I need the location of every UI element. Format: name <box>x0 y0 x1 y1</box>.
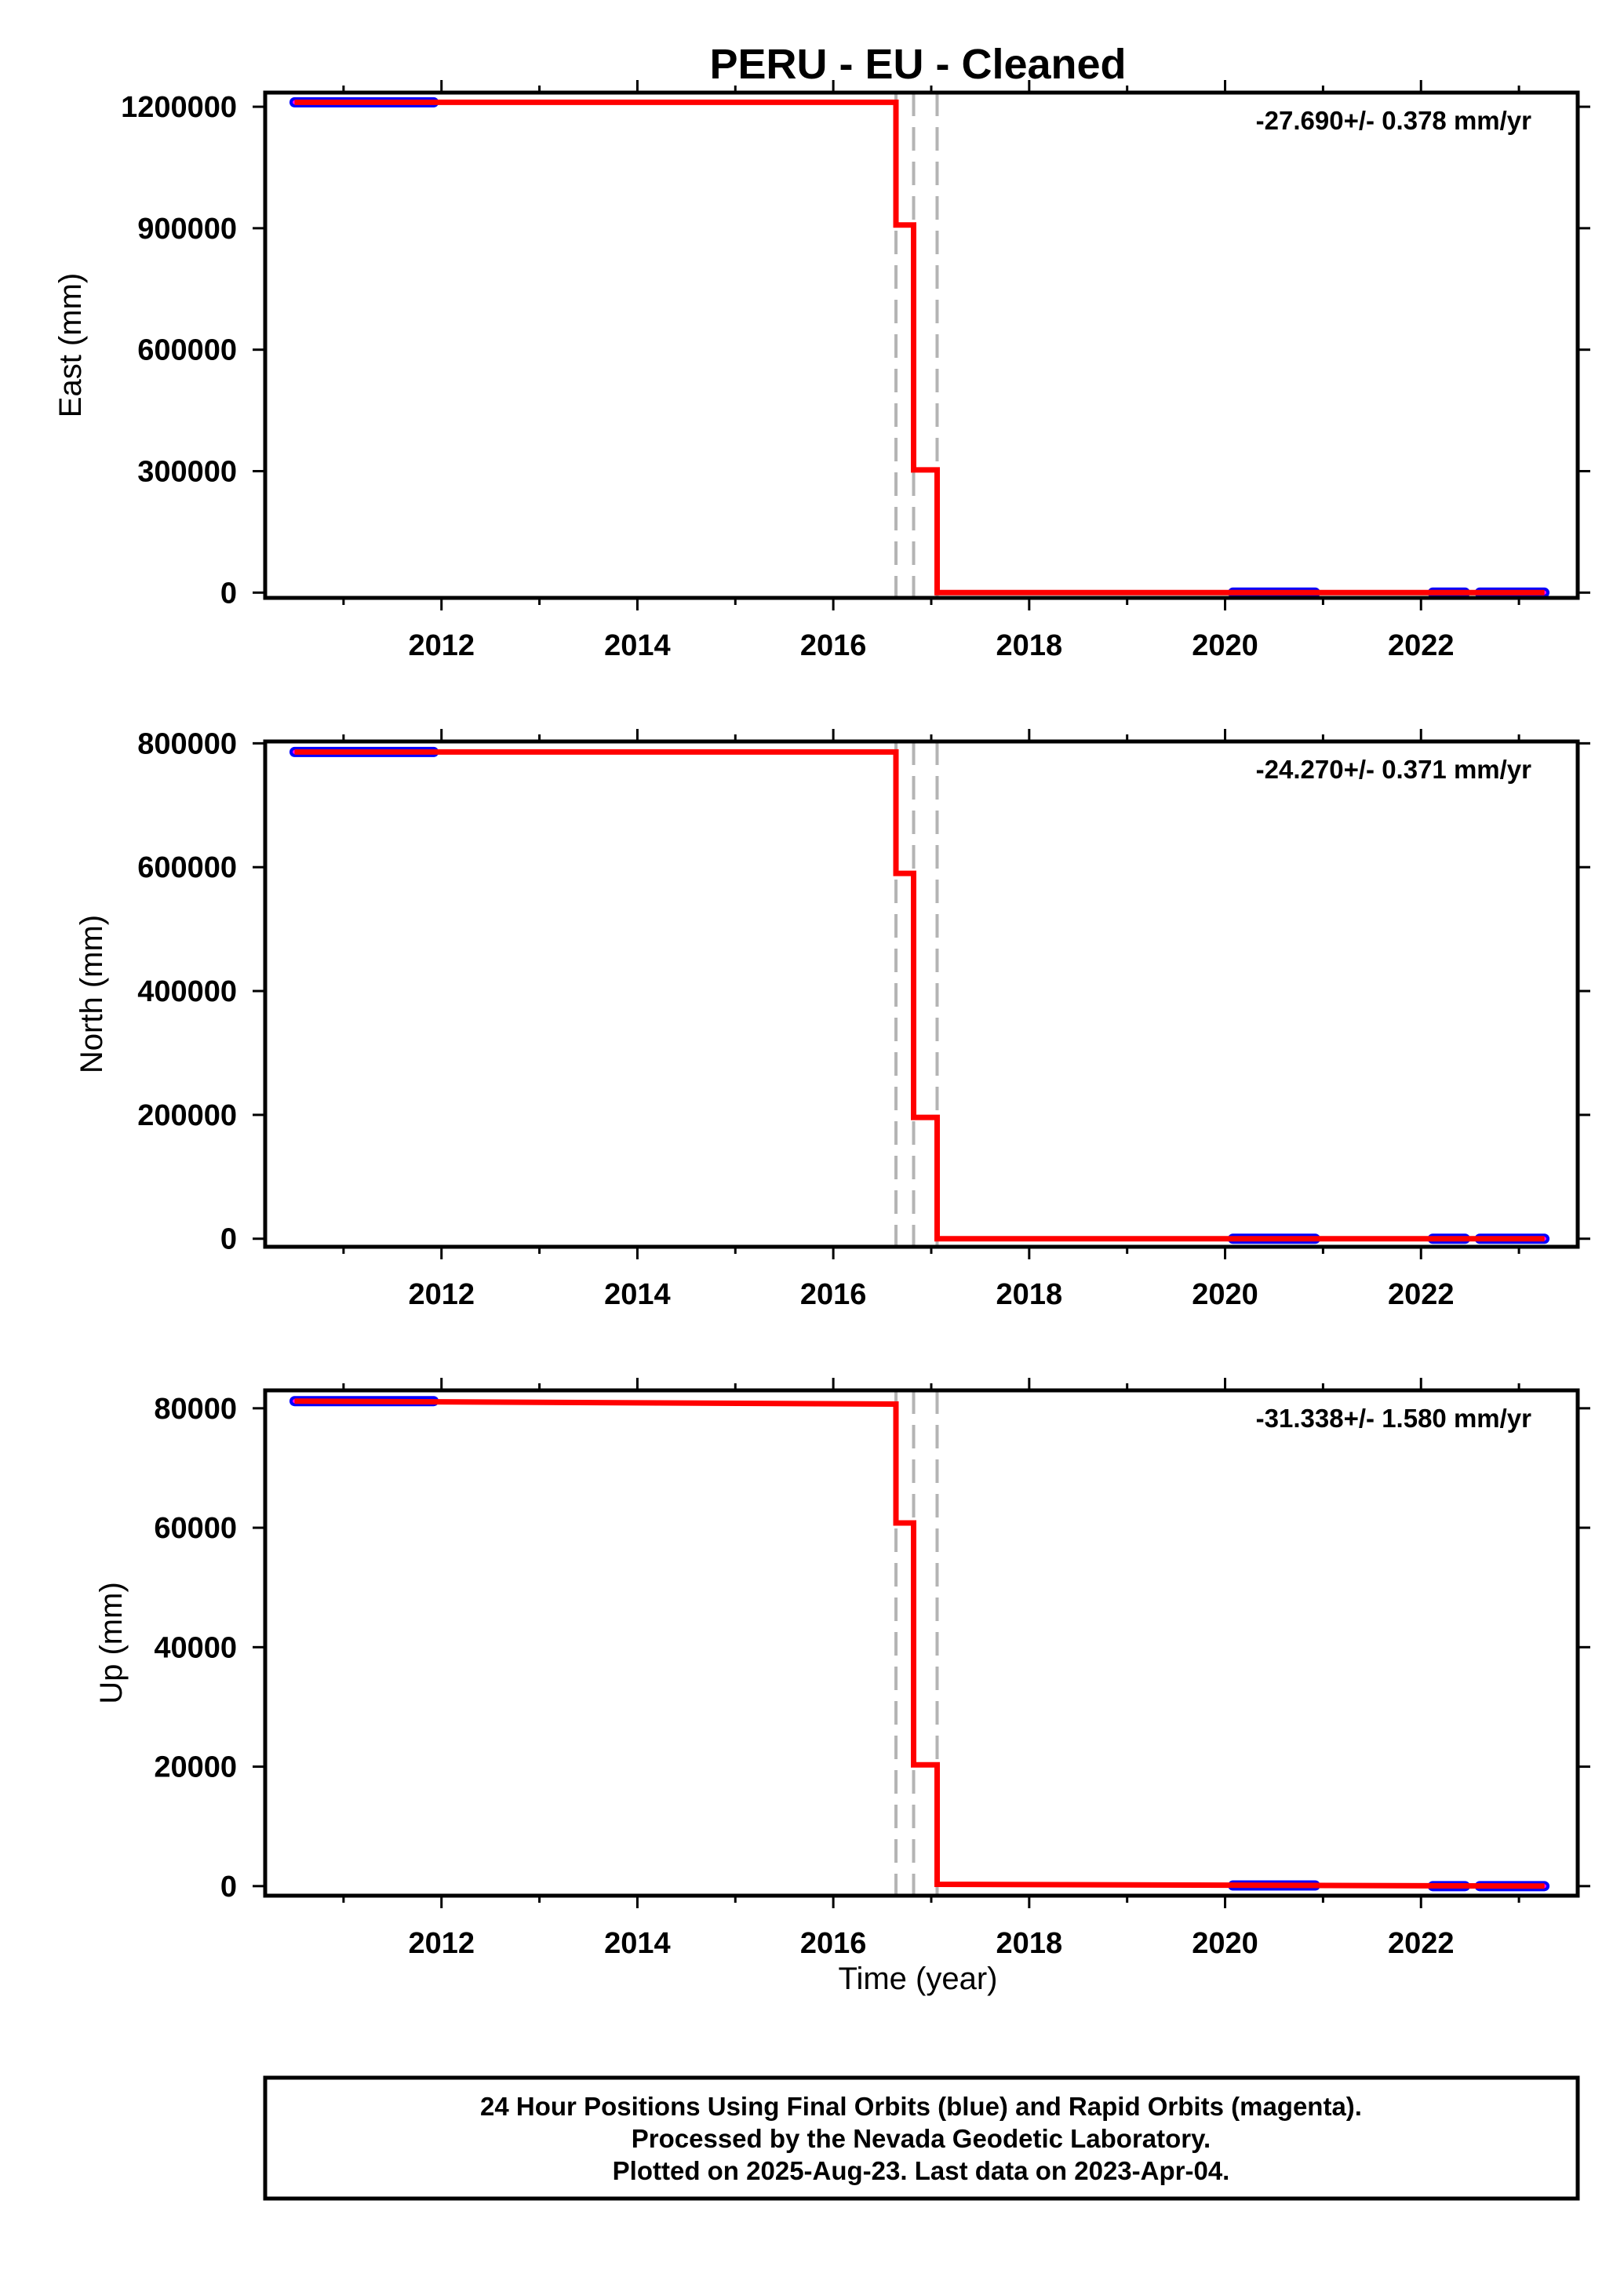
y-tick-label: 0 <box>220 1223 237 1256</box>
x-tick-label: 2014 <box>604 1927 671 1960</box>
panel-frame <box>263 739 1580 1249</box>
y-axis-label: Up (mm) <box>94 1582 129 1704</box>
panel-3: 2012 2014 2016 2018 2020 2022 0 20000 40000 60000… <box>94 1378 1590 1960</box>
y-tick-label: 0 <box>220 1871 237 1904</box>
y-tick-label: 1200000 <box>121 91 237 124</box>
y-tick-label: 60000 <box>154 1512 237 1545</box>
x-tick-label: 2018 <box>996 1278 1063 1311</box>
x-tick-label: 2022 <box>1388 1278 1455 1311</box>
panels: 2012 2014 2016 2018 2020 20220300000600000900… <box>53 80 1590 1960</box>
y-tick-label: 600000 <box>137 851 237 884</box>
panel-2: 2012 2014 2016 2018 2020 2022 0 200000 400000 600… <box>75 727 1590 1311</box>
x-tick-label: 2018 <box>996 629 1063 662</box>
rate-label: -27.690+/- 0.378 mm/yr <box>1256 106 1531 135</box>
footer-box: 24 Hour Positions Using Final Orbits (bl… <box>263 2075 1580 2201</box>
y-axis-label: North (mm) <box>75 915 109 1073</box>
footer-frame <box>263 2075 1580 2201</box>
x-tick-label: 2020 <box>1192 1278 1258 1311</box>
x-tick-label: 2016 <box>800 1278 867 1311</box>
y-tick-label: 20000 <box>154 1751 237 1784</box>
y-tick-label: 900000 <box>137 213 237 246</box>
panel-frame <box>263 90 1580 600</box>
y-tick-label: 0 <box>220 577 237 610</box>
x-tick-label: 2020 <box>1192 1927 1258 1960</box>
x-tick-label: 2022 <box>1388 629 1455 662</box>
x-tick-label: 2022 <box>1388 1927 1455 1960</box>
footer-line-3: Plotted on 2025-Aug-23. Last data on 202… <box>613 2156 1230 2185</box>
panel-frame <box>263 1388 1580 1898</box>
x-tick-label: 2020 <box>1192 629 1258 662</box>
x-tick-label: 2012 <box>408 629 475 662</box>
x-tick-label: 2014 <box>604 629 671 662</box>
rate-label: -31.338+/- 1.580 mm/yr <box>1256 1404 1531 1433</box>
y-tick-label: 200000 <box>137 1099 237 1132</box>
x-tick-label: 2018 <box>996 1927 1063 1960</box>
y-axis-label: East (mm) <box>53 273 88 417</box>
y-tick-label: 300000 <box>137 455 237 488</box>
x-tick-label: 2016 <box>800 1927 867 1960</box>
footer-line-2: Processed by the Nevada Geodetic Laborat… <box>632 2124 1211 2153</box>
x-tick-label: 2012 <box>408 1278 475 1311</box>
x-tick-label: 2014 <box>604 1278 671 1311</box>
fit-line <box>294 99 1545 596</box>
x-tick-label: 2012 <box>408 1927 475 1960</box>
y-tick-label: 400000 <box>137 975 237 1008</box>
x-tick-label: 2016 <box>800 629 867 662</box>
y-tick-label: 40000 <box>154 1631 237 1664</box>
y-tick-label: 600000 <box>137 334 237 367</box>
footer-line-1: 24 Hour Positions Using Final Orbits (bl… <box>480 2092 1362 2121</box>
chart-title: PERU - EU - Cleaned <box>709 41 1126 88</box>
x-axis-label: Time (year) <box>839 1962 998 1996</box>
y-tick-label: 800000 <box>137 727 237 760</box>
rate-label: -24.270+/- 0.371 mm/yr <box>1256 755 1531 784</box>
panel-1: 2012 2014 2016 2018 2020 2022 0 300000 600000 900… <box>53 80 1590 662</box>
y-tick-label: 80000 <box>154 1393 237 1426</box>
fit-line <box>294 749 1545 1242</box>
fit-line <box>294 1398 1545 1889</box>
